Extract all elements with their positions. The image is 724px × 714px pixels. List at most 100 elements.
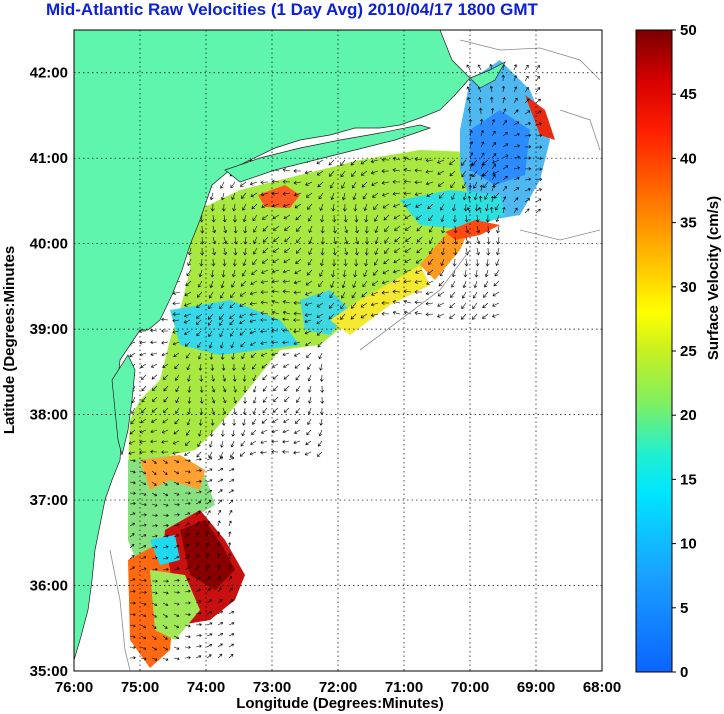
velocity-arrow	[243, 396, 247, 404]
velocity-arrow	[151, 374, 158, 380]
velocity-arrow	[318, 352, 323, 360]
velocity-arrow	[524, 145, 532, 149]
velocity-arrow	[240, 440, 246, 447]
velocity-arrow	[195, 542, 200, 549]
velocity-arrow	[173, 523, 180, 527]
velocity-arrow	[494, 203, 500, 211]
velocity-arrow	[129, 543, 135, 549]
velocity-arrow	[461, 291, 467, 299]
velocity-arrow	[249, 181, 258, 186]
velocity-arrow	[173, 429, 180, 435]
velocity-arrow	[472, 170, 478, 178]
velocity-arrow	[210, 363, 215, 371]
colorbar-tick-label: 0	[680, 664, 688, 681]
velocity-arrow	[195, 457, 202, 462]
velocity-arrow	[271, 363, 279, 368]
velocity-arrow	[129, 645, 136, 650]
velocity-arrow	[476, 225, 481, 234]
lon-tick-label: 75:00	[121, 679, 159, 696]
velocity-arrow	[427, 269, 434, 275]
velocity-arrow	[472, 302, 478, 309]
velocity-arrow	[414, 290, 423, 295]
velocity-arrow	[184, 302, 192, 307]
velocity-arrow	[216, 542, 220, 549]
velocity-arrow	[184, 635, 191, 639]
velocity-arrow	[140, 602, 147, 606]
velocity-arrow	[404, 214, 412, 220]
velocity-arrow	[329, 170, 335, 177]
velocity-arrow	[293, 192, 302, 197]
velocity-arrow	[283, 418, 290, 423]
velocity-arrow	[162, 503, 169, 507]
velocity-arrow	[450, 280, 456, 288]
velocity-arrow	[271, 439, 279, 444]
velocity-arrow	[173, 555, 180, 560]
velocity-arrow	[535, 75, 540, 82]
velocity-arrow	[219, 319, 224, 326]
velocity-arrow	[384, 247, 390, 254]
velocity-arrow	[139, 440, 147, 444]
velocity-arrow	[535, 188, 543, 192]
colorbar-tick-label: 35	[680, 215, 697, 232]
velocity-arrow	[296, 396, 301, 403]
velocity-arrow	[317, 440, 323, 447]
velocity-arrow	[261, 363, 268, 369]
velocity-arrow	[535, 110, 542, 115]
velocity-arrow	[492, 302, 500, 307]
velocity-arrow	[150, 429, 158, 434]
velocity-arrow	[172, 312, 181, 317]
velocity-arrow	[151, 513, 158, 517]
velocity-arrow	[252, 258, 258, 266]
velocity-arrow	[450, 291, 456, 298]
velocity-arrow	[151, 624, 157, 629]
lon-tick-label: 73:00	[253, 679, 291, 696]
velocity-arrow	[242, 203, 247, 211]
velocity-arrow	[491, 174, 496, 181]
velocity-arrow	[293, 290, 302, 295]
velocity-arrow	[184, 543, 190, 549]
velocity-arrow	[217, 564, 221, 571]
velocity-arrow	[535, 177, 543, 182]
velocity-arrow	[304, 170, 313, 175]
velocity-arrow	[371, 280, 379, 286]
velocity-arrow	[306, 269, 313, 276]
velocity-arrow	[484, 203, 489, 212]
velocity-arrow	[206, 510, 211, 516]
velocity-patch-red-hudson	[258, 185, 300, 208]
velocity-arrow	[317, 341, 323, 348]
velocity-arrow	[250, 440, 257, 445]
velocity-arrow	[469, 152, 474, 159]
velocity-arrow	[426, 280, 434, 285]
velocity-arrow	[374, 225, 379, 234]
velocity-arrow	[242, 214, 247, 223]
velocity-arrow	[173, 624, 180, 629]
velocity-arrow	[489, 85, 493, 93]
velocity-arrow	[282, 269, 291, 274]
velocity-arrow	[382, 203, 390, 209]
velocity-arrow	[271, 191, 280, 196]
velocity-arrow	[260, 311, 269, 316]
velocity-arrow	[184, 522, 190, 527]
velocity-arrow	[211, 258, 216, 267]
velocity-arrow	[151, 602, 158, 607]
velocity-arrow	[140, 646, 147, 650]
velocity-arrow	[174, 418, 180, 425]
velocity-arrow	[242, 407, 247, 415]
velocity-arrow	[150, 340, 158, 345]
velocity-arrow	[198, 269, 203, 278]
velocity-arrow	[393, 214, 401, 220]
velocity-arrow	[282, 179, 291, 184]
velocity-arrow	[513, 109, 519, 115]
velocity-arrow	[162, 418, 169, 424]
velocity-arrow	[175, 385, 180, 393]
velocity-arrow	[200, 225, 205, 234]
velocity-arrow	[361, 181, 368, 188]
velocity-arrow	[475, 214, 480, 223]
velocity-arrow	[344, 225, 349, 234]
velocity-arrow	[228, 610, 235, 615]
velocity-arrow	[162, 579, 169, 583]
velocity-arrow	[293, 311, 302, 316]
velocity-arrow	[381, 169, 390, 174]
velocity-arrow	[354, 225, 359, 234]
velocity-arrow	[140, 503, 147, 507]
